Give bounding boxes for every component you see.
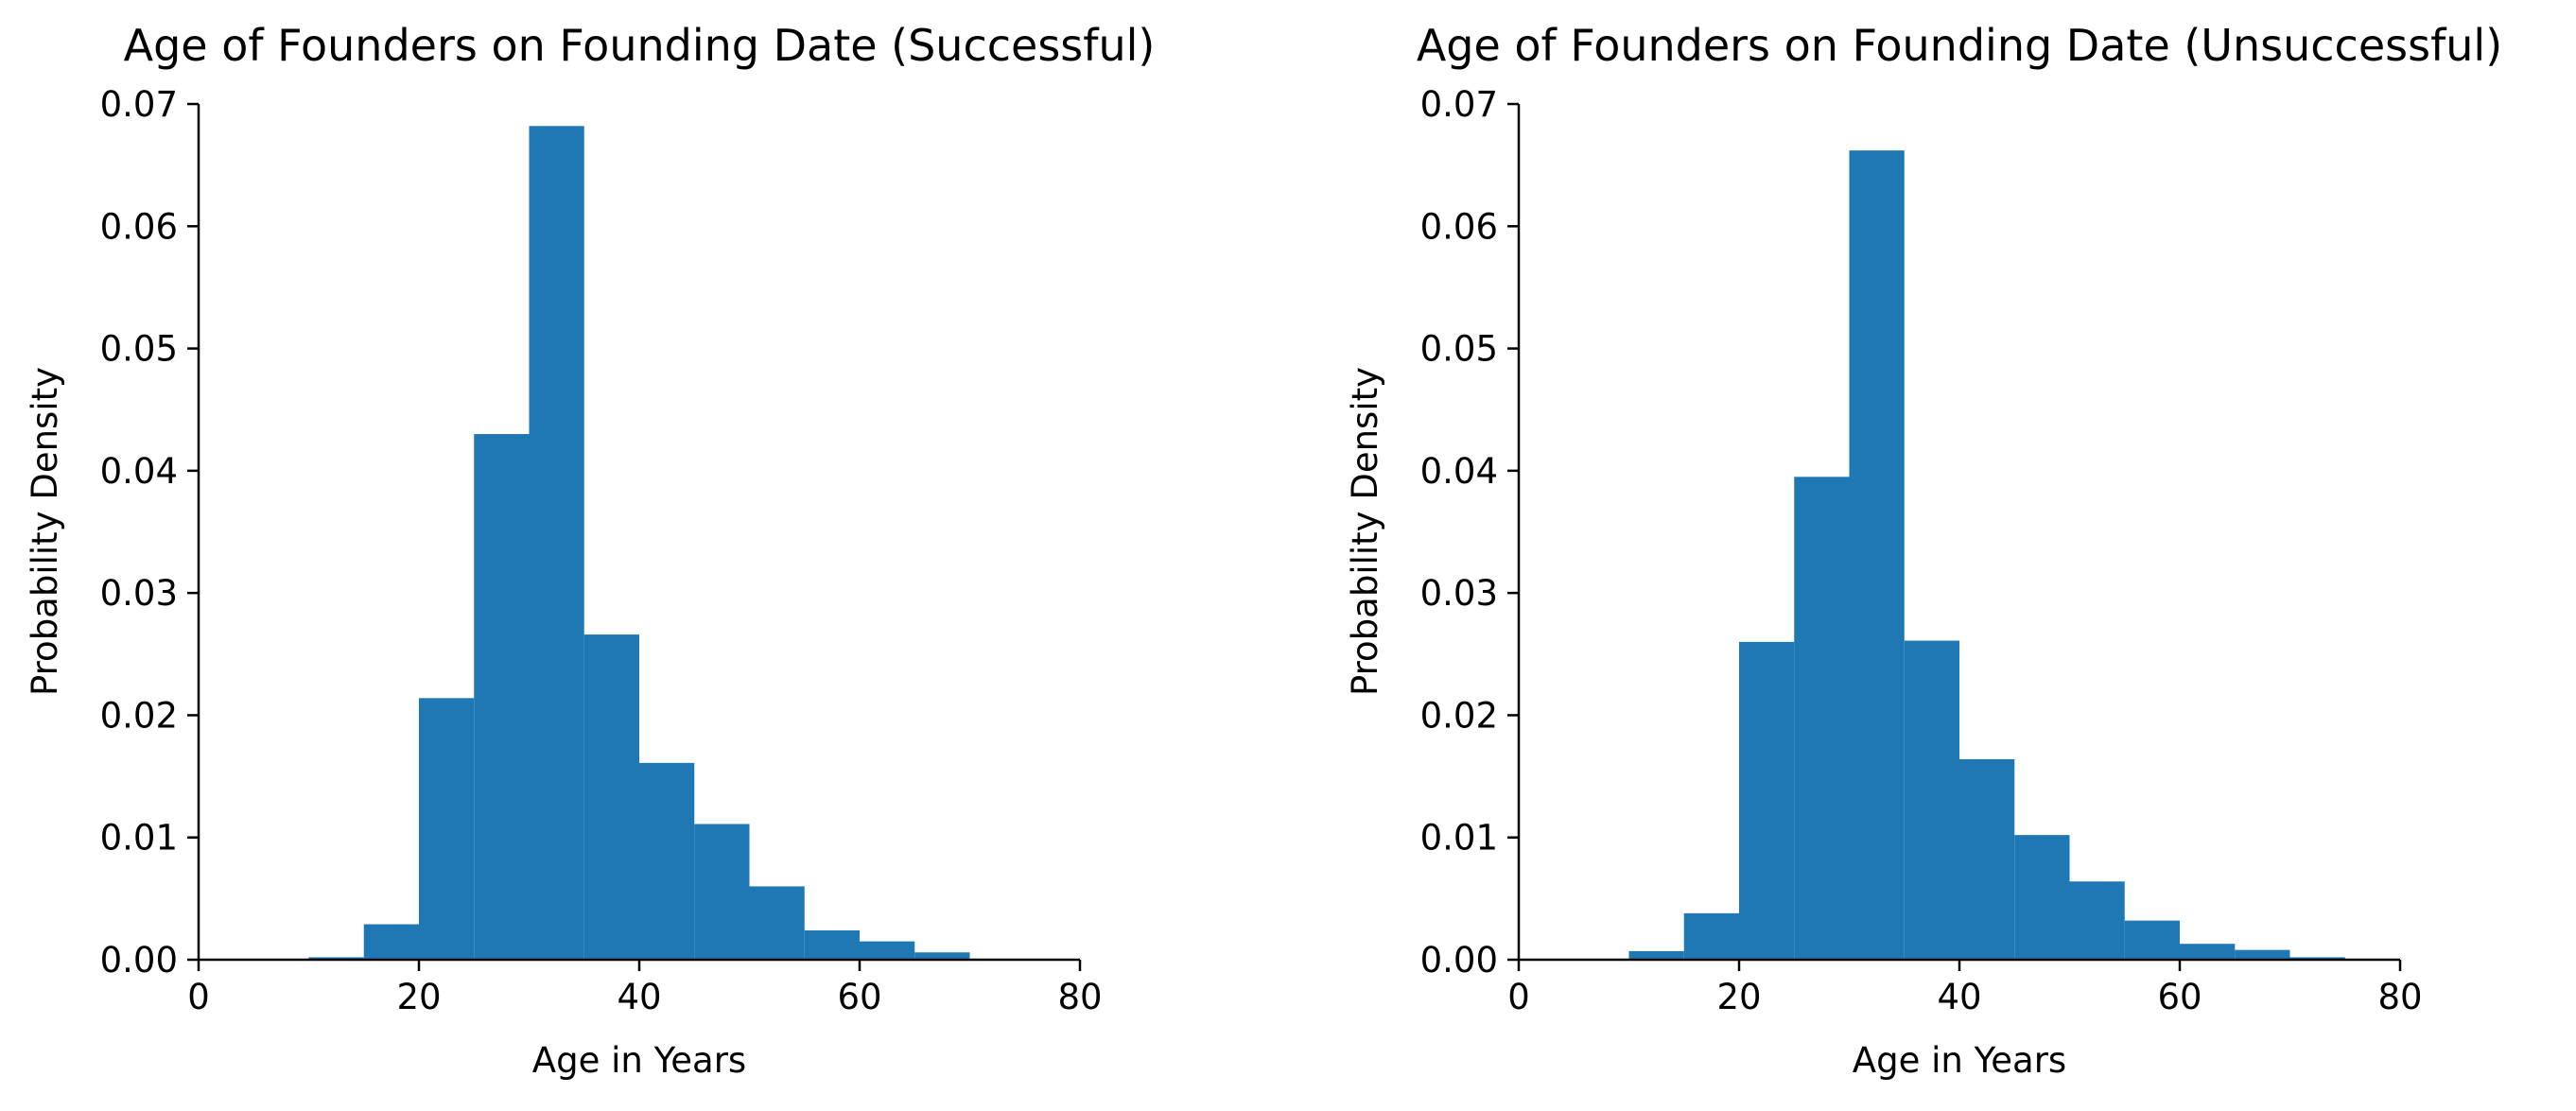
x-tick-label: 40: [617, 977, 661, 1017]
histogram-bar: [1683, 912, 1739, 960]
histogram-bar: [419, 698, 475, 960]
x-tick-group: 0 20 40 60 80: [187, 960, 1103, 1017]
histogram-bar: [1959, 758, 2015, 960]
y-tick-label: 0.01: [1420, 818, 1498, 859]
histogram-bar: [1849, 150, 1905, 961]
histogram-bar: [914, 952, 970, 960]
x-tick-label: 40: [1937, 977, 1981, 1017]
chart-title: Age of Founders on Founding Date (Succes…: [124, 20, 1156, 71]
y-tick-label: 0.00: [100, 940, 178, 981]
histogram-bar: [2069, 881, 2125, 960]
y-tick-label: 0.03: [100, 573, 178, 614]
histogram-bar: [1628, 950, 1684, 960]
x-tick-label: 60: [837, 977, 881, 1017]
histogram-bar: [1794, 477, 1850, 960]
y-tick-label: 0.02: [1420, 695, 1498, 736]
x-tick-label: 20: [396, 977, 441, 1017]
histogram-panel-successful: Age of Founders on Founding Date (Succes…: [25, 20, 1155, 1081]
y-axis-label: Probability Density: [1345, 367, 1385, 696]
histogram-panel-unsuccessful: Age of Founders on Founding Date (Unsucc…: [1345, 20, 2502, 1081]
y-axis-label: Probability Density: [25, 367, 65, 696]
histogram-bar: [2289, 957, 2345, 960]
y-tick-label: 0.05: [100, 329, 178, 370]
histogram-bar: [1739, 641, 1795, 960]
histogram-bar: [363, 924, 419, 960]
y-tick-label: 0.05: [1420, 329, 1498, 370]
histogram-bar: [529, 126, 584, 960]
y-tick-group: 0.00 0.01 0.02 0.03 0.04 0.05 0.06 0.07: [100, 84, 199, 981]
x-tick-label: 60: [2157, 977, 2202, 1017]
histogram-bar: [694, 824, 750, 960]
x-tick-label: 0: [1507, 977, 1530, 1017]
y-tick-label: 0.07: [100, 84, 178, 125]
y-tick-label: 0.04: [1420, 451, 1498, 492]
y-tick-label: 0.04: [100, 451, 178, 492]
histogram-bar: [2180, 944, 2236, 960]
histogram-bar: [749, 886, 805, 960]
histogram-bar: [308, 957, 364, 960]
histogram-bar: [860, 941, 915, 960]
y-tick-label: 0.06: [1420, 206, 1498, 247]
chart-title: Age of Founders on Founding Date (Unsucc…: [1417, 20, 2502, 71]
x-tick-label: 20: [1716, 977, 1761, 1017]
y-tick-label: 0.07: [1420, 84, 1498, 125]
x-tick-label: 80: [1057, 977, 1102, 1017]
y-tick-label: 0.06: [100, 206, 178, 247]
bar-group: [308, 126, 970, 961]
histogram-bar: [1904, 640, 1959, 960]
x-tick-label: 0: [187, 977, 210, 1017]
y-tick-group: 0.00 0.01 0.02 0.03 0.04 0.05 0.06 0.07: [1420, 84, 1519, 981]
x-tick-label: 80: [2377, 977, 2422, 1017]
histogram-bar: [639, 762, 695, 960]
histogram-bar: [2235, 949, 2290, 960]
y-tick-label: 0.00: [1420, 940, 1498, 981]
histogram-bar: [583, 634, 639, 960]
x-axis-label: Age in Years: [532, 1040, 746, 1081]
bar-group: [1628, 150, 2345, 961]
y-tick-label: 0.01: [100, 818, 178, 859]
y-tick-label: 0.02: [100, 695, 178, 736]
x-axis-label: Age in Years: [1853, 1040, 2066, 1081]
histogram-bar: [474, 434, 530, 961]
y-tick-label: 0.03: [1420, 573, 1498, 614]
histogram-bar: [804, 929, 860, 960]
x-tick-group: 0 20 40 60 80: [1507, 960, 2423, 1017]
histogram-bar: [2014, 835, 2070, 960]
histogram-bar: [2124, 920, 2180, 960]
